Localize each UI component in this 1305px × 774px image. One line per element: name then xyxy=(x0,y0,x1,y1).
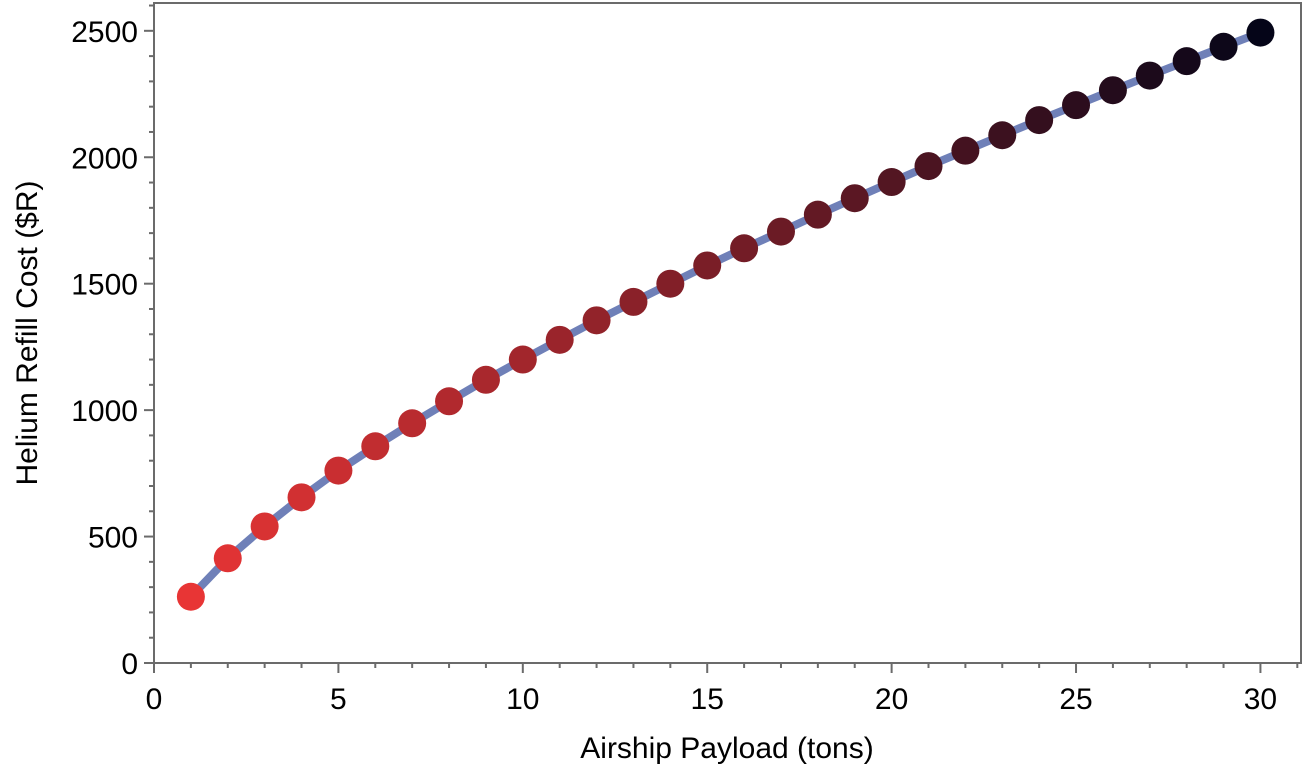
data-point xyxy=(619,287,648,316)
data-point xyxy=(213,544,242,573)
data-point xyxy=(1025,106,1054,135)
y-tick-label: 1500 xyxy=(71,269,138,302)
data-point xyxy=(730,234,759,263)
x-tick-label: 5 xyxy=(330,683,347,716)
data-point xyxy=(988,121,1017,150)
data-point xyxy=(398,409,427,438)
y-axis-label: Helium Refill Cost ($R) xyxy=(11,180,44,485)
data-point xyxy=(250,512,279,541)
x-tick-label: 10 xyxy=(506,683,539,716)
x-tick-label: 15 xyxy=(691,683,724,716)
data-point xyxy=(1172,47,1201,76)
x-tick-label: 30 xyxy=(1244,683,1277,716)
x-tick-label: 25 xyxy=(1059,683,1092,716)
data-point xyxy=(877,168,906,197)
data-point xyxy=(176,582,205,611)
x-axis-label: Airship Payload (tons) xyxy=(580,732,873,765)
data-point xyxy=(582,306,611,335)
data-point xyxy=(545,325,574,354)
plot-frame xyxy=(153,2,1302,664)
series-line xyxy=(186,28,1265,601)
y-tick-label: 2500 xyxy=(71,16,138,49)
data-point xyxy=(693,251,722,280)
data-point xyxy=(508,345,537,374)
data-point xyxy=(361,432,390,461)
data-point xyxy=(1062,91,1091,120)
data-point xyxy=(1135,61,1164,90)
data-point xyxy=(803,200,832,229)
data-point xyxy=(914,152,943,181)
data-point xyxy=(287,483,316,512)
data-point xyxy=(766,217,795,246)
series-layer xyxy=(176,18,1275,611)
data-point xyxy=(656,269,685,298)
data-point xyxy=(324,456,353,485)
x-tick-label: 20 xyxy=(875,683,908,716)
data-point xyxy=(1246,18,1275,47)
y-tick-label: 0 xyxy=(121,648,138,681)
y-tick-label: 1000 xyxy=(71,395,138,428)
data-point xyxy=(1098,76,1127,105)
x-tick-label: 0 xyxy=(146,683,163,716)
y-tick-label: 2000 xyxy=(71,142,138,175)
data-point xyxy=(840,184,869,213)
axes: 0 5 10 15 20 25 30 0 500 1000 1500 2000 2500 xyxy=(71,4,1299,716)
data-point xyxy=(1209,32,1238,61)
y-tick-label: 500 xyxy=(88,522,138,555)
data-point xyxy=(951,136,980,165)
data-point xyxy=(435,387,464,416)
data-point xyxy=(471,365,500,394)
